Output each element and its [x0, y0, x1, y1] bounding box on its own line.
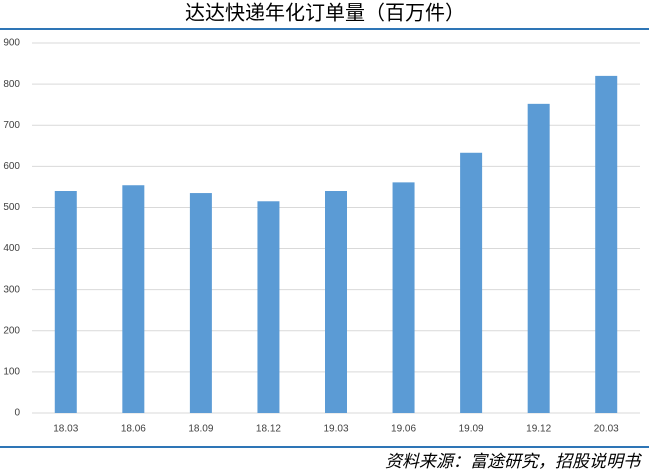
y-tick-label: 100	[3, 367, 20, 378]
bar	[325, 191, 347, 413]
x-tick-label: 19.06	[391, 424, 416, 435]
x-tick-label: 20.03	[594, 424, 619, 435]
x-tick-label: 18.12	[256, 424, 281, 435]
x-tick-label: 18.09	[188, 424, 213, 435]
x-tick-label: 19.09	[459, 424, 484, 435]
y-tick-label: 400	[3, 243, 20, 254]
y-tick-label: 700	[3, 120, 20, 131]
y-tick-label: 800	[3, 79, 20, 90]
y-tick-label: 600	[3, 161, 20, 172]
bar	[527, 103, 550, 413]
bar	[54, 191, 77, 413]
bar	[122, 185, 145, 413]
x-tick-label: 18.06	[121, 424, 146, 435]
y-tick-label: 0	[14, 408, 20, 419]
source-note: 资料来源：富途研究，招股说明书	[385, 452, 643, 472]
y-tick-label: 300	[3, 284, 20, 295]
x-tick-label: 18.03	[53, 424, 78, 435]
y-tick-label: 900	[3, 38, 20, 49]
bar	[392, 182, 415, 413]
bar	[595, 75, 618, 413]
bar	[460, 152, 483, 413]
bar	[189, 193, 212, 413]
x-tick-label: 19.03	[323, 424, 348, 435]
bar	[257, 201, 280, 413]
x-tick-label: 19.12	[526, 424, 551, 435]
y-tick-label: 200	[3, 325, 20, 336]
y-tick-label: 500	[3, 202, 20, 213]
chart-title: 达达快递年化订单量（百万件）	[185, 1, 465, 25]
